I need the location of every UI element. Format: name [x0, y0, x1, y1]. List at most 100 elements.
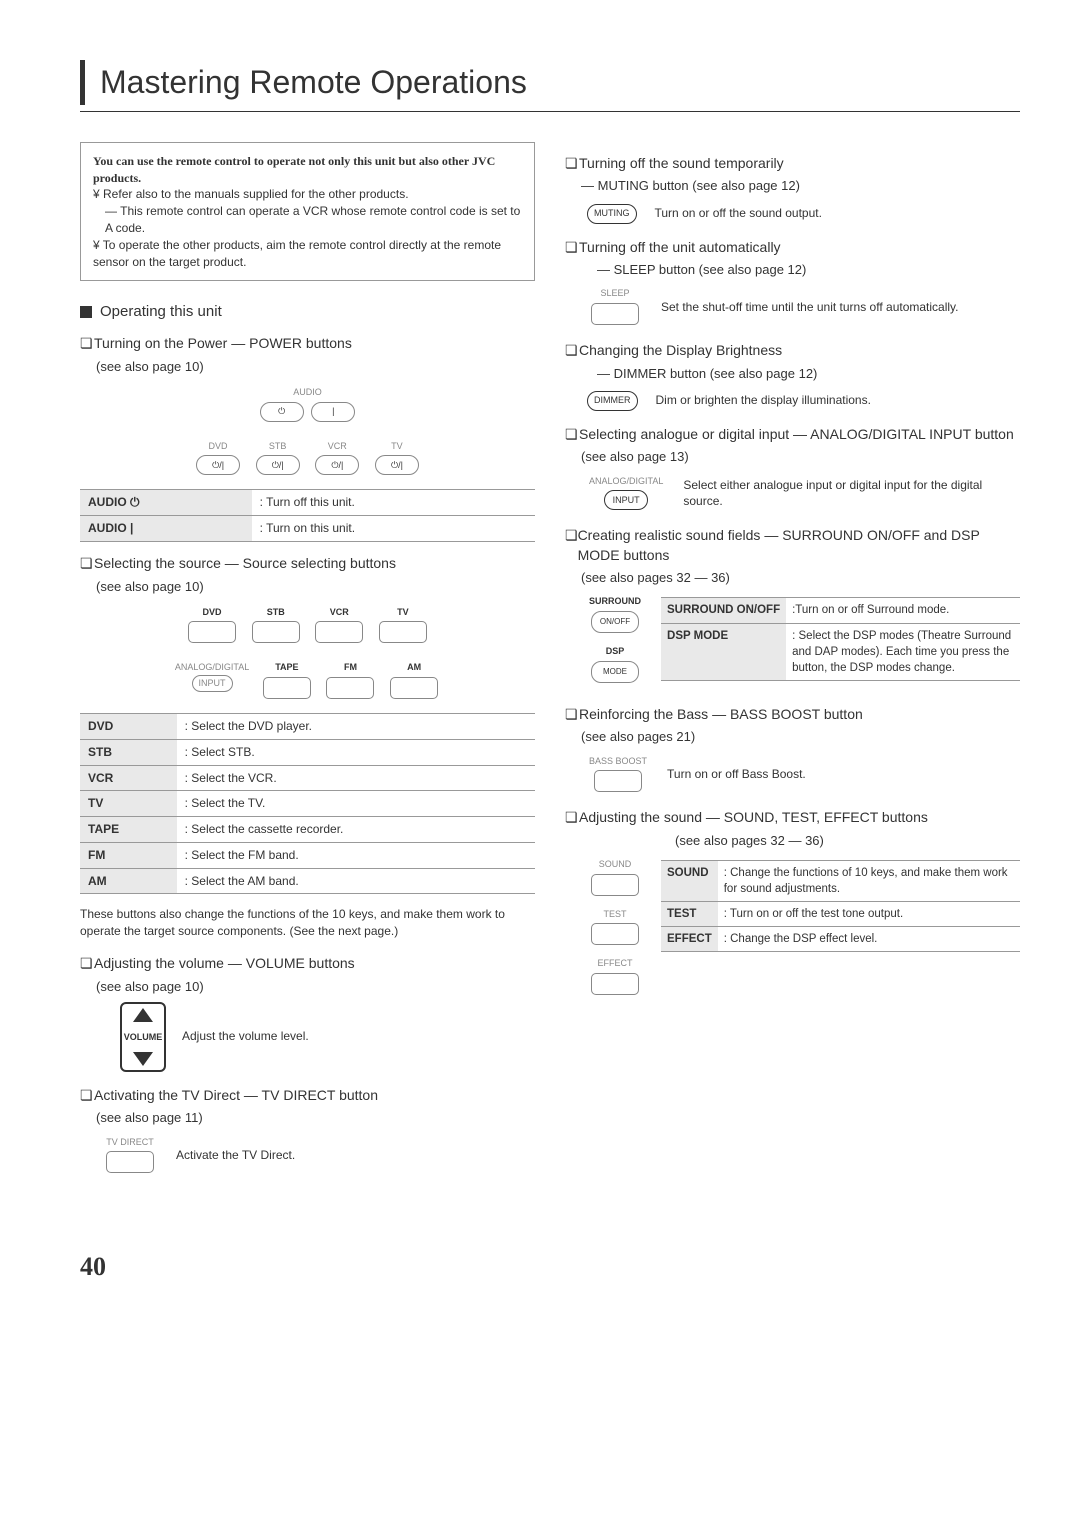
table-row: EFFECT: Change the DSP effect level. — [661, 927, 1020, 952]
table-row: AUDIO |: Turn on this unit. — [80, 516, 535, 542]
tape-source-button[interactable] — [263, 677, 311, 699]
page-number: 40 — [80, 1249, 1020, 1285]
button-label: ANALOG/DIGITAL — [589, 475, 663, 488]
item-title: Adjusting the sound — SOUND, TEST, EFFEC… — [579, 808, 928, 828]
analog-digital-input-button[interactable]: INPUT — [604, 490, 648, 510]
source-row-2: ANALOG/DIGITALINPUT TAPE FM AM — [80, 657, 535, 703]
surround-onoff-button[interactable]: ON/OFF — [591, 611, 639, 633]
table-row: TEST: Turn on or off the test tone outpu… — [661, 902, 1020, 927]
left-column: You can use the remote control to operat… — [80, 142, 535, 1189]
item-title: Turning off the sound temporarily — [579, 154, 784, 174]
vcr-power-button[interactable]: ⏻/| — [315, 455, 359, 475]
item-title: Creating realistic sound fields — SURROU… — [578, 526, 1020, 565]
button-label: EFFECT — [598, 957, 633, 970]
analog-desc: Select either analogue input or digital … — [683, 477, 1020, 511]
tv-direct-button[interactable] — [106, 1151, 154, 1173]
item-sub: (see also page 11) — [80, 1109, 535, 1127]
tv-source-button[interactable] — [379, 621, 427, 643]
button-label: TV — [391, 440, 403, 453]
list-bullet-icon: ❏ — [565, 154, 579, 174]
audio-off-button[interactable]: ⏻ — [260, 402, 304, 422]
list-bullet-icon: ❏ — [80, 1086, 94, 1106]
dvd-power-button[interactable]: ⏻/| — [196, 455, 240, 475]
stb-source-button[interactable] — [252, 621, 300, 643]
audio-on-button[interactable]: | — [311, 402, 355, 422]
dvd-source-button[interactable] — [188, 621, 236, 643]
bass-desc: Turn on or off Bass Boost. — [667, 766, 1020, 783]
volume-label: VOLUME — [124, 1031, 163, 1044]
table-row: STB: Select STB. — [80, 739, 535, 765]
button-label: VCR — [330, 606, 349, 619]
item-sub: — MUTING button (see also page 12) — [565, 177, 1020, 195]
dsp-mode-button[interactable]: MODE — [591, 661, 639, 683]
button-label: DSP — [606, 645, 625, 658]
test-button[interactable] — [591, 923, 639, 945]
button-label: SURROUND — [589, 595, 641, 608]
sleep-button[interactable] — [591, 303, 639, 325]
sound-button[interactable] — [591, 874, 639, 896]
button-label: DVD — [209, 440, 228, 453]
button-label: TV DIRECT — [106, 1136, 154, 1149]
item-sub: (see also pages 32 — 36) — [565, 832, 1020, 850]
vcr-source-button[interactable] — [315, 621, 363, 643]
page-title: Mastering Remote Operations — [100, 60, 1020, 105]
source-table: DVD: Select the DVD player. STB: Select … — [80, 713, 535, 895]
list-bullet-icon: ❏ — [565, 705, 579, 725]
list-bullet-icon: ❏ — [565, 808, 579, 828]
tv-power-button[interactable]: ⏻/| — [375, 455, 419, 475]
item-sub: (see also page 10) — [80, 578, 535, 596]
am-source-button[interactable] — [390, 677, 438, 699]
surround-table: SURROUND ON/OFF:Turn on or off Surround … — [661, 597, 1020, 680]
dimmer-button[interactable]: DIMMER — [587, 391, 638, 411]
stb-power-button[interactable]: ⏻/| — [256, 455, 300, 475]
item-title: Adjusting the volume — VOLUME buttons — [94, 954, 355, 974]
effect-button[interactable] — [591, 973, 639, 995]
item-title: Selecting the source — Source selecting … — [94, 554, 396, 574]
audio-table: AUDIO ⏻: Turn off this unit. AUDIO |: Tu… — [80, 489, 535, 542]
table-row: TV: Select the TV. — [80, 791, 535, 817]
item-sub: (see also page 13) — [565, 448, 1020, 466]
item-sub: (see also pages 21) — [565, 728, 1020, 746]
table-row: VCR: Select the VCR. — [80, 765, 535, 791]
table-row: SOUND: Change the functions of 10 keys, … — [661, 861, 1020, 902]
button-label: SOUND — [599, 858, 632, 871]
note-bold: You can use the remote control to operat… — [93, 153, 522, 187]
table-row: TAPE: Select the cassette recorder. — [80, 817, 535, 843]
right-column: ❏ Turning off the sound temporarily — MU… — [565, 142, 1020, 1189]
list-bullet-icon: ❏ — [80, 954, 94, 974]
list-bullet-icon: ❏ — [565, 425, 579, 445]
fm-source-button[interactable] — [326, 677, 374, 699]
volume-rocker-button[interactable]: VOLUME — [120, 1002, 166, 1072]
button-label: AUDIO — [293, 386, 322, 399]
analog-digital-input-button[interactable]: INPUT — [192, 675, 233, 692]
dimmer-desc: Dim or brighten the display illumination… — [656, 392, 1021, 409]
table-row: DVD: Select the DVD player. — [80, 713, 535, 739]
button-label: AM — [407, 661, 421, 674]
button-label: FM — [344, 661, 357, 674]
section-operating: Operating this unit — [80, 301, 535, 322]
item-sub: — DIMMER button (see also page 12) — [565, 365, 1020, 383]
source-note: These buttons also change the functions … — [80, 906, 535, 940]
button-label: BASS BOOST — [589, 755, 647, 768]
list-bullet-icon: ❏ — [80, 554, 94, 574]
button-label: TEST — [603, 908, 626, 921]
muting-button[interactable]: MUTING — [587, 204, 637, 224]
item-title: Selecting analogue or digital input — AN… — [579, 425, 1014, 445]
volume-up-icon — [133, 1008, 153, 1022]
muting-desc: Turn on or off the sound output. — [655, 205, 1021, 222]
volume-desc: Adjust the volume level. — [182, 1028, 535, 1045]
item-sub: (see also pages 32 — 36) — [565, 569, 1020, 587]
sound-table: SOUND: Change the functions of 10 keys, … — [661, 860, 1020, 952]
volume-down-icon — [133, 1052, 153, 1066]
bass-boost-button[interactable] — [594, 770, 642, 792]
note-subline: — This remote control can operate a VCR … — [93, 203, 522, 237]
table-row: AUDIO ⏻: Turn off this unit. — [80, 490, 535, 516]
item-sub: (see also page 10) — [80, 358, 535, 376]
note-bullet: Refer also to the manuals supplied for t… — [93, 186, 522, 203]
item-title: Turning on the Power — POWER buttons — [94, 334, 352, 354]
title-rule — [80, 111, 1020, 112]
item-title: Reinforcing the Bass — BASS BOOST button — [579, 705, 863, 725]
list-bullet-icon: ❏ — [565, 341, 579, 361]
power-button-row: DVD⏻/| STB⏻/| VCR⏻/| TV⏻/| — [80, 436, 535, 480]
item-sub: — SLEEP button (see also page 12) — [565, 261, 1020, 279]
